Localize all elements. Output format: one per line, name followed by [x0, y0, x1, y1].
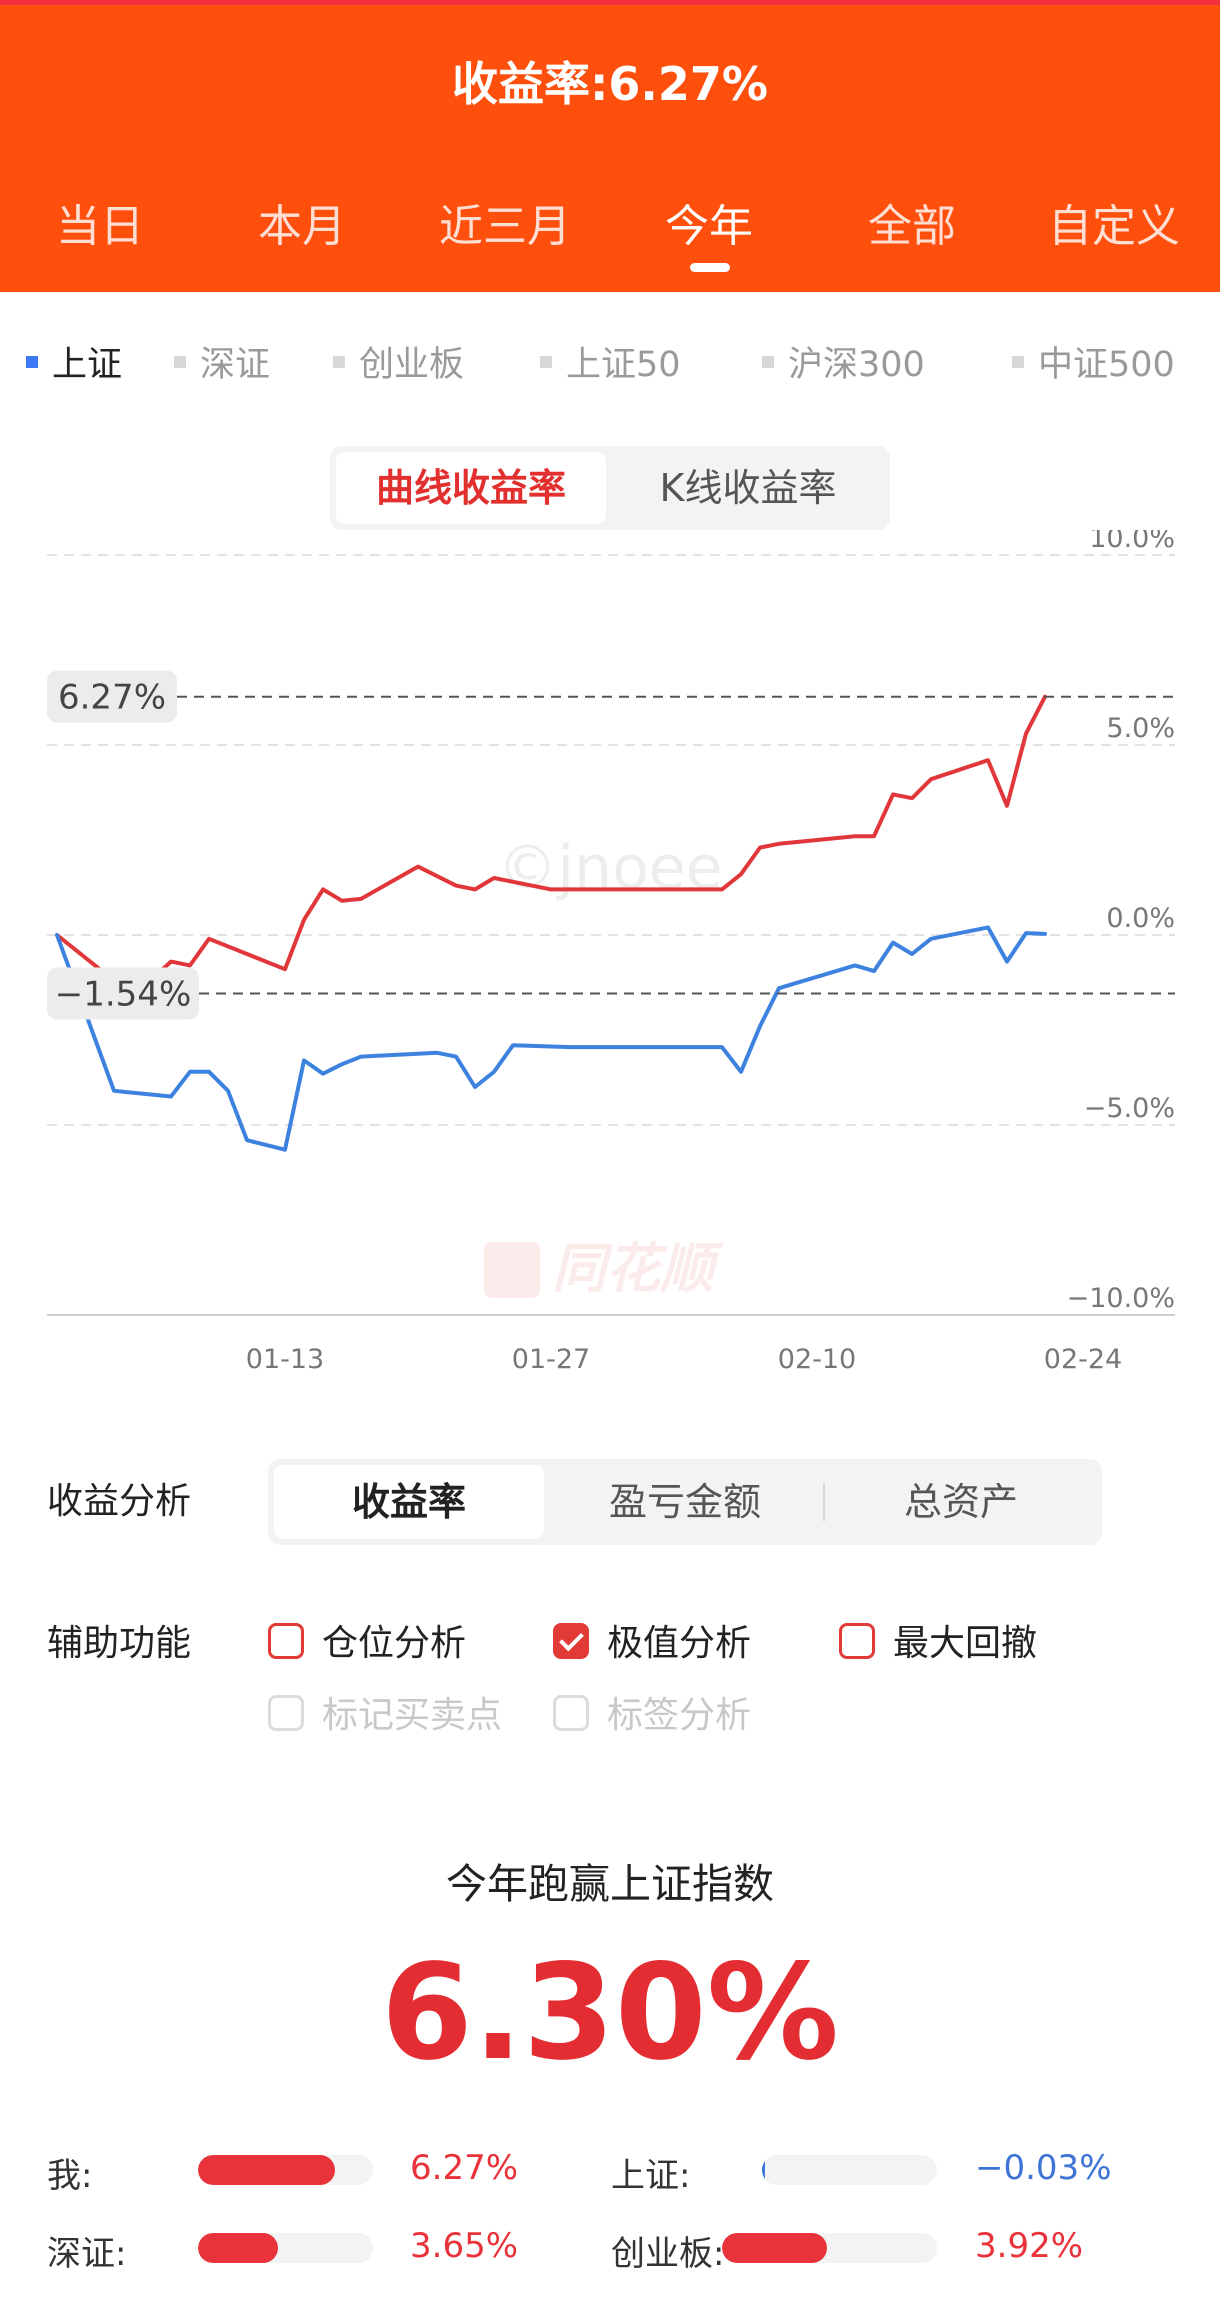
index-label: 沪深300: [788, 345, 925, 385]
page-title: 收益率:6.27%: [452, 57, 768, 111]
period-tabs: 当日 本月 近三月 今年 全部 自定义: [0, 190, 1220, 252]
compare-bar-shenzhen: [198, 2233, 373, 2263]
checkbox-icon: [268, 1623, 304, 1659]
legend-square-icon: [333, 356, 345, 368]
analysis-switch: 收益率 盈亏金额 总资产: [268, 1459, 1102, 1545]
legend-square-icon: [762, 356, 774, 368]
legend-square-icon: [540, 356, 552, 368]
legend-square-icon: [174, 356, 186, 368]
index-shenzhen[interactable]: 深证: [174, 336, 270, 386]
tab-this-year[interactable]: 今年: [665, 201, 753, 252]
compare-value-shanghai: −0.03%: [975, 2148, 1112, 2188]
aux-label: 辅助功能: [47, 1623, 192, 1664]
watermark-text: ©jnoee: [497, 833, 722, 903]
tag-analysis-checkbox: 标签分析: [553, 1686, 751, 1738]
x-tick-label: 01-27: [512, 1344, 590, 1375]
min-value-label: −1.54%: [55, 975, 192, 1015]
compare-bar-shanghai: [762, 2155, 937, 2185]
compare-label-chinext: 创业板:: [611, 2234, 725, 2274]
y-axis-labels: 10.0% 5.0% 0.0% −5.0% −10.0%: [1067, 530, 1175, 1314]
extreme-analysis-checkbox[interactable]: 极值分析: [553, 1614, 751, 1666]
compare-value-chinext: 3.92%: [975, 2226, 1084, 2266]
x-axis-labels: 01-13 01-27 02-10 02-24: [246, 1344, 1122, 1375]
index-csi500[interactable]: 中证500: [1012, 336, 1175, 386]
active-tab-indicator: [690, 263, 730, 272]
checkbox-label: 仓位分析: [322, 1623, 467, 1664]
index-label: 创业板: [359, 345, 465, 385]
header-bar: 收益率:6.27% 当日 本月 近三月 今年 全部 自定义: [0, 0, 1220, 292]
checkbox-icon: [839, 1623, 875, 1659]
outperform-title: 今年跑赢上证指数: [446, 1860, 774, 1908]
chart-watermarks: ©jnoee 同花顺: [484, 833, 724, 1300]
checkbox-icon: [553, 1695, 589, 1731]
option-divider: [823, 1483, 825, 1521]
index-label: 深证: [200, 345, 271, 385]
compare-label-me: 我:: [47, 2156, 93, 2196]
position-analysis-checkbox[interactable]: 仓位分析: [268, 1614, 466, 1666]
y-tick-label: 5.0%: [1106, 713, 1175, 744]
tab-all[interactable]: 全部: [868, 201, 956, 252]
compare-bar-fill: [198, 2155, 336, 2185]
profit-loss-option[interactable]: 盈亏金额: [608, 1480, 761, 1524]
checkmark-icon: [553, 1623, 589, 1659]
checkbox-label: 标签分析: [607, 1695, 752, 1736]
total-assets-option[interactable]: 总资产: [903, 1480, 1018, 1524]
max-value-label: 6.27%: [58, 678, 166, 718]
chart-extremes: 6.27% −1.54%: [47, 670, 1175, 1020]
tab-three-months[interactable]: 近三月: [439, 201, 571, 252]
index-sse50[interactable]: 上证50: [540, 336, 681, 386]
y-tick-label: −10.0%: [1067, 1283, 1175, 1314]
curve-return-option[interactable]: 曲线收益率: [336, 452, 606, 524]
y-tick-label: 10.0%: [1089, 530, 1175, 554]
index-csi300[interactable]: 沪深300: [762, 336, 925, 386]
compare-bar-fill: [198, 2233, 278, 2263]
compare-bar-chinext: [722, 2233, 937, 2263]
tab-today[interactable]: 当日: [56, 201, 144, 252]
index-chinext[interactable]: 创业板: [333, 336, 464, 386]
tab-this-month[interactable]: 本月: [258, 201, 346, 252]
status-line: [0, 0, 1220, 5]
index-shanghai[interactable]: 上证: [26, 336, 122, 386]
y-tick-label: −5.0%: [1084, 1093, 1175, 1124]
index-label: 上证: [52, 345, 123, 385]
checkbox-label: 标记买卖点: [322, 1695, 503, 1736]
min-value-badge: [47, 967, 199, 1020]
max-drawdown-checkbox[interactable]: 最大回撤: [839, 1614, 1037, 1666]
legend-square-icon: [26, 356, 38, 368]
legend-square-icon: [1012, 356, 1024, 368]
watermark-text: 同花顺: [552, 1237, 724, 1300]
compare-bar-me: [198, 2155, 373, 2185]
outperform-value: 6.30%: [381, 1936, 839, 2090]
compare-bar-fill: [762, 2155, 765, 2185]
x-tick-label: 01-13: [246, 1344, 324, 1375]
chart-mode-switch: 曲线收益率 K线收益率: [330, 446, 890, 530]
y-tick-label: 0.0%: [1106, 903, 1175, 934]
series-line-mine: [55, 694, 1047, 998]
checkbox-label: 最大回撤: [893, 1623, 1038, 1664]
compare-label-shenzhen: 深证:: [47, 2234, 127, 2274]
compare-value-me: 6.27%: [410, 2148, 519, 2188]
chart-series: [55, 694, 1047, 1152]
index-label: 上证50: [566, 345, 681, 385]
watermark-logo-icon: [484, 1242, 540, 1298]
compare-bar-fill: [722, 2233, 828, 2263]
x-tick-label: 02-10: [778, 1344, 856, 1375]
analysis-label: 收益分析: [47, 1481, 192, 1522]
checkbox-label: 极值分析: [607, 1623, 752, 1664]
max-value-badge: [47, 670, 177, 723]
checkbox-icon: [268, 1695, 304, 1731]
series-line-shanghai: [55, 925, 1047, 1152]
mark-trades-checkbox: 标记买卖点: [268, 1686, 502, 1738]
compare-value-shenzhen: 3.65%: [410, 2226, 519, 2266]
return-chart[interactable]: ©jnoee 同花顺 6.27% −1.54% 10.0% 5.0% 0.0% −5.0%…: [0, 530, 1220, 1380]
chart-grid: [47, 554, 1175, 1316]
index-label: 中证500: [1038, 345, 1175, 385]
compare-label-shanghai: 上证:: [611, 2156, 691, 2196]
tab-custom[interactable]: 自定义: [1048, 201, 1180, 252]
kline-return-option[interactable]: K线收益率: [659, 466, 837, 510]
return-rate-option[interactable]: 收益率: [274, 1465, 544, 1539]
x-tick-label: 02-24: [1044, 1344, 1122, 1375]
